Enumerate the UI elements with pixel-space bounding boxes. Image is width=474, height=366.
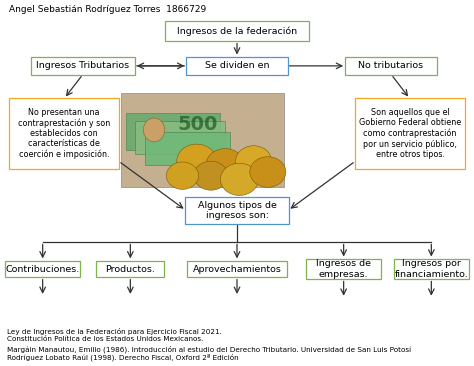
FancyBboxPatch shape [121, 93, 284, 187]
Ellipse shape [220, 163, 258, 195]
FancyBboxPatch shape [5, 261, 80, 277]
Text: 500: 500 [178, 115, 218, 134]
Text: Ingresos por
financiamiento.: Ingresos por financiamiento. [394, 259, 468, 279]
Text: Aprovechamientos: Aprovechamientos [192, 265, 282, 273]
FancyBboxPatch shape [345, 57, 437, 75]
FancyBboxPatch shape [126, 113, 220, 150]
FancyBboxPatch shape [393, 259, 469, 279]
Ellipse shape [177, 144, 217, 178]
Text: Contribuciones.: Contribuciones. [6, 265, 80, 273]
Text: No presentan una
contraprestación y son
establecidos con
características de
coer: No presentan una contraprestación y son … [18, 108, 110, 160]
Ellipse shape [166, 162, 199, 189]
FancyBboxPatch shape [185, 197, 289, 224]
Text: Ingresos de
empresas.: Ingresos de empresas. [316, 259, 371, 279]
Text: Se dividen en: Se dividen en [205, 61, 269, 70]
FancyBboxPatch shape [145, 132, 230, 165]
Text: Ingresos de la federación: Ingresos de la federación [177, 26, 297, 36]
FancyBboxPatch shape [165, 21, 309, 41]
Text: Constitución Política de los Estados Unidos Mexicanos.: Constitución Política de los Estados Uni… [7, 336, 203, 342]
FancyBboxPatch shape [355, 98, 465, 169]
FancyBboxPatch shape [96, 261, 164, 277]
FancyBboxPatch shape [135, 121, 225, 154]
Text: Ingresos Tributarios: Ingresos Tributarios [36, 61, 129, 70]
Text: Margáin Manautou, Emilio (1986). Introducción al estudio del Derecho Tributario.: Margáin Manautou, Emilio (1986). Introdu… [7, 345, 411, 352]
Text: Rodríguez Lobato Raúl (1998). Derecho Fiscal, Oxford 2ª Edición: Rodríguez Lobato Raúl (1998). Derecho Fi… [7, 354, 239, 361]
Text: Ley de Ingresos de la Federación para Ejercicio Fiscal 2021.: Ley de Ingresos de la Federación para Ej… [7, 328, 222, 335]
Text: Angel Sebastián Rodríguez Torres  1866729: Angel Sebastián Rodríguez Torres 1866729 [9, 5, 207, 15]
FancyBboxPatch shape [31, 57, 135, 75]
Ellipse shape [250, 157, 286, 187]
Ellipse shape [206, 149, 244, 181]
Text: Algunos tipos de
ingresos son:: Algunos tipos de ingresos son: [198, 201, 276, 220]
Ellipse shape [143, 118, 165, 142]
FancyBboxPatch shape [186, 57, 288, 75]
Text: Productos.: Productos. [105, 265, 155, 273]
Text: Son aquellos que el
Gobierno Federal obtiene
como contraprestación
por un servic: Son aquellos que el Gobierno Federal obt… [359, 108, 461, 159]
Ellipse shape [236, 146, 272, 176]
Text: No tributarios: No tributarios [358, 61, 424, 70]
FancyBboxPatch shape [188, 261, 286, 277]
FancyBboxPatch shape [9, 98, 119, 169]
FancyBboxPatch shape [306, 259, 381, 279]
Ellipse shape [194, 161, 228, 190]
